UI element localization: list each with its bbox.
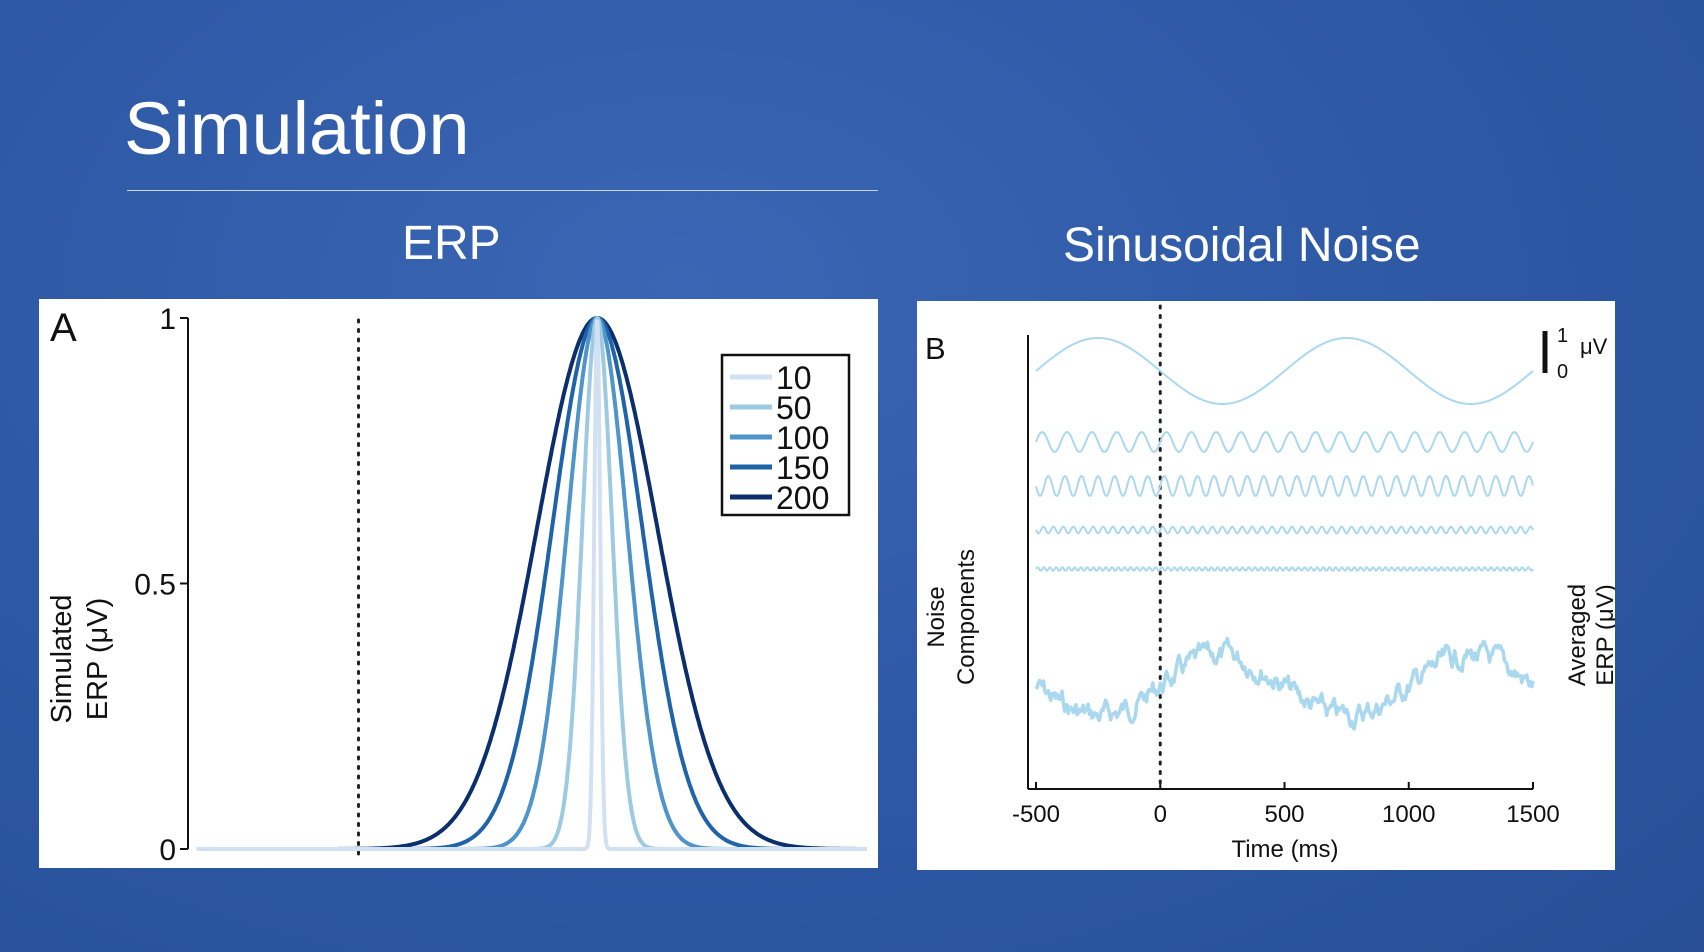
erp-heading: ERP — [402, 217, 501, 270]
scale-bar-bottom-label: 0 — [1557, 361, 1568, 383]
noise-component-2 — [1035, 431, 1534, 453]
erp-legend-label: 100 — [776, 420, 829, 456]
noise-component-4 — [1035, 525, 1534, 535]
noise-axes: -500 0 500 1000 1500 — [1012, 335, 1560, 828]
noise-chart: B Noise Components Averaged ERP (μV) -50… — [923, 304, 1615, 863]
erp-ytick-label: 1 — [159, 303, 176, 336]
erp-plot-panel: A Simulated ERP (μV) 0 0.5 1 10 50 100 150 200 — [39, 299, 878, 868]
scale-bar-unit: μV — [1580, 334, 1608, 359]
title-divider — [127, 190, 878, 191]
erp-legend-label: 50 — [776, 390, 812, 426]
noise-ylabel-line2: Components — [953, 549, 980, 685]
noise-xtick-label: 1500 — [1506, 801, 1559, 828]
noise-traces — [1034, 337, 1535, 731]
scale-bar: 1 0 μV — [1542, 325, 1608, 383]
noise-plot-panel: B Noise Components Averaged ERP (μV) -50… — [917, 301, 1615, 870]
averaged-label-line1: Averaged — [1564, 584, 1591, 686]
erp-legend-label: 150 — [776, 450, 829, 486]
panel-label-a: A — [50, 306, 77, 350]
noise-component-3 — [1035, 475, 1534, 497]
noise-xtick-label: 0 — [1154, 801, 1167, 828]
erp-curves — [195, 316, 868, 851]
averaged-erp-trace — [1034, 636, 1535, 731]
erp-ytick-label: 0 — [159, 834, 176, 867]
panel-label-b: B — [925, 331, 946, 366]
erp-ylabel-line1: Simulated — [46, 595, 78, 724]
averaged-label-line2: ERP (μV) — [1592, 584, 1615, 685]
scale-bar-top-label: 1 — [1557, 325, 1568, 347]
erp-ytick-label: 0.5 — [134, 569, 176, 602]
erp-legend-label: 200 — [776, 480, 829, 516]
erp-ylabel-line2: ERP (μV) — [82, 598, 114, 721]
slide-title: Simulation — [124, 87, 470, 170]
noise-xtick-label: 500 — [1264, 801, 1304, 828]
noise-ylabel-line1: Noise — [923, 586, 950, 647]
erp-y-axis: 00.51 — [134, 303, 189, 867]
noise-xtick-label: 1000 — [1382, 801, 1435, 828]
erp-curve-10 — [195, 319, 868, 851]
erp-legend-label: 10 — [776, 360, 812, 396]
noise-xtick-label: -500 — [1012, 801, 1060, 828]
noise-component-5 — [1035, 566, 1534, 572]
noise-component-1 — [1035, 337, 1534, 405]
noise-heading: Sinusoidal Noise — [1063, 219, 1421, 272]
noise-xlabel: Time (ms) — [1231, 836, 1338, 863]
